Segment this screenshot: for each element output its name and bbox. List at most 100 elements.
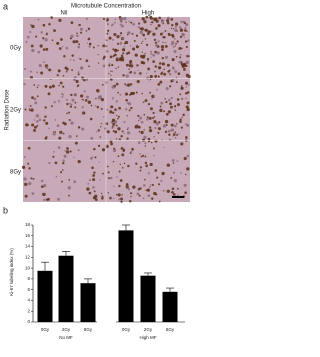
nucleus xyxy=(174,22,179,26)
nucleus xyxy=(31,96,34,100)
nucleus xyxy=(175,26,177,28)
nucleus xyxy=(73,76,77,79)
nucleus xyxy=(66,102,69,106)
nucleus xyxy=(151,30,153,32)
nucleus xyxy=(67,186,71,190)
nucleus xyxy=(156,88,158,91)
nucleus xyxy=(155,19,159,23)
nucleus xyxy=(125,21,127,23)
nucleus xyxy=(162,41,164,43)
nucleus xyxy=(183,156,187,161)
nucleus xyxy=(109,55,113,59)
nucleus xyxy=(181,33,185,37)
nucleus xyxy=(75,135,78,137)
nucleus xyxy=(55,176,58,178)
nucleus xyxy=(48,22,51,26)
nucleus xyxy=(179,28,184,32)
nucleus xyxy=(152,60,155,63)
nucleus xyxy=(184,29,187,32)
nucleus xyxy=(172,133,176,136)
nucleus xyxy=(45,136,48,139)
nucleus xyxy=(129,71,133,74)
nucleus xyxy=(153,136,155,138)
nucleus xyxy=(147,67,151,71)
nucleus xyxy=(144,145,147,147)
nucleus xyxy=(161,171,165,176)
nucleus xyxy=(185,64,188,67)
nucleus xyxy=(128,20,130,22)
nucleus xyxy=(155,44,159,48)
nucleus xyxy=(82,79,85,82)
nucleus xyxy=(70,34,74,38)
nucleus xyxy=(100,97,105,102)
nucleus xyxy=(90,136,94,140)
nucleus xyxy=(167,98,171,102)
nucleus xyxy=(54,119,57,121)
nucleus xyxy=(172,27,175,30)
nucleus xyxy=(98,161,100,163)
nucleus xyxy=(138,130,141,133)
nucleus xyxy=(128,68,130,70)
nucleus xyxy=(119,163,122,166)
x-tick-label: 2Gy xyxy=(144,327,153,332)
nucleus xyxy=(187,55,190,58)
nucleus xyxy=(112,130,115,133)
nucleus xyxy=(74,141,78,145)
nucleus xyxy=(123,162,126,165)
nucleus xyxy=(120,134,123,138)
nucleus xyxy=(109,110,113,114)
nucleus xyxy=(30,177,33,180)
nucleus xyxy=(142,101,145,104)
nucleus xyxy=(153,120,157,124)
nucleus xyxy=(73,180,77,184)
nucleus xyxy=(150,53,153,55)
nucleus xyxy=(118,184,121,188)
nucleus xyxy=(136,192,140,196)
nucleus xyxy=(180,86,184,90)
nucleus xyxy=(77,73,80,76)
nucleus xyxy=(33,129,36,132)
nucleus xyxy=(28,181,32,186)
nucleus xyxy=(172,135,174,137)
nucleus xyxy=(120,146,124,150)
nucleus xyxy=(120,17,124,21)
nucleus xyxy=(38,64,42,68)
nucleus xyxy=(36,86,39,89)
nucleus xyxy=(150,56,152,58)
nucleus xyxy=(113,32,117,37)
nucleus xyxy=(37,50,41,54)
nucleus xyxy=(143,184,146,187)
nucleus xyxy=(37,18,40,21)
nucleus xyxy=(153,116,156,118)
nucleus xyxy=(66,112,68,115)
nucleus xyxy=(36,124,39,127)
nucleus xyxy=(101,196,104,200)
nucleus xyxy=(120,56,124,60)
nucleus xyxy=(107,29,110,32)
nucleus xyxy=(183,68,186,71)
nucleus xyxy=(77,71,80,74)
nucleus xyxy=(119,41,123,44)
nucleus xyxy=(146,76,150,80)
nucleus xyxy=(182,20,185,24)
nucleus xyxy=(173,49,177,54)
nucleus xyxy=(72,40,76,44)
nucleus xyxy=(125,63,129,67)
nucleus xyxy=(151,94,155,99)
nucleus xyxy=(94,194,98,199)
nucleus xyxy=(140,42,143,45)
nucleus xyxy=(33,97,37,101)
nucleus xyxy=(167,130,171,133)
nucleus xyxy=(68,111,71,114)
nucleus xyxy=(187,39,190,42)
nucleus xyxy=(33,125,37,129)
nucleus xyxy=(121,130,124,133)
nucleus xyxy=(178,60,181,64)
nucleus xyxy=(98,95,103,99)
nucleus xyxy=(112,111,115,115)
nucleus xyxy=(119,23,122,26)
tissue xyxy=(23,17,190,202)
nucleus xyxy=(170,177,173,180)
nucleus xyxy=(84,99,88,102)
nucleus xyxy=(86,187,90,191)
